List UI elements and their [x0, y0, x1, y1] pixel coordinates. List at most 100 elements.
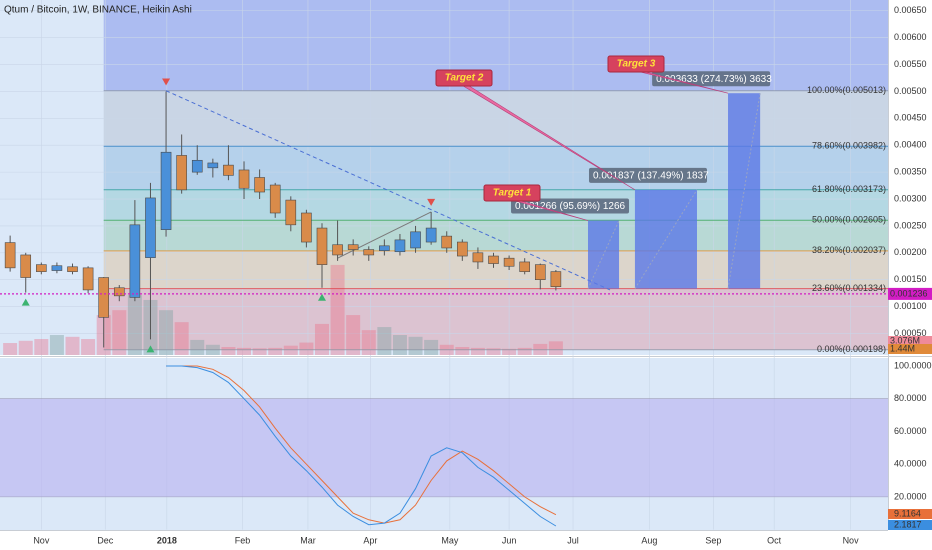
oscillator-value-label: 2.1817 [894, 519, 922, 529]
x-tick-label: May [441, 535, 459, 545]
signal-marker [21, 298, 30, 306]
target-value-box [588, 167, 707, 183]
fib-zone [103, 288, 888, 350]
volume-bar [18, 340, 33, 355]
y-tick-label: 100.0000 [894, 360, 932, 370]
y-tick-label: 0.00400 [894, 140, 927, 150]
y-tick-label: 0.00250 [894, 220, 927, 230]
candle-body [238, 169, 250, 189]
volume-bar [49, 335, 64, 355]
candle-body [457, 241, 468, 257]
target-callout-box [483, 184, 541, 202]
volume-bar [3, 343, 18, 355]
candle-body [67, 266, 78, 272]
volume-bar [283, 345, 298, 355]
y-tick-label: 0.00150 [894, 274, 927, 284]
oscillator-line [166, 365, 557, 524]
x-tick-label: Feb [235, 535, 251, 545]
target-callout: Target 2 [445, 73, 484, 84]
candle-body [176, 155, 187, 191]
fib-label: 0.00%(0.000198) [817, 344, 886, 354]
volume-bar [190, 339, 205, 355]
signal-marker [427, 198, 436, 206]
y-tick-label: 80.0000 [894, 393, 927, 403]
x-tick-label: Sep [705, 535, 721, 545]
y-tick-label: 0.00350 [894, 166, 927, 176]
volume-bar [486, 348, 501, 355]
candle-body [98, 277, 109, 318]
y-tick-label: 0.00300 [894, 193, 927, 203]
volume-bar [237, 347, 252, 355]
candle-body [223, 164, 234, 176]
target-callout: Target 1 [493, 188, 532, 199]
fib-label: 100.00%(0.005013) [807, 85, 886, 95]
y-tick-label: 0.00200 [894, 247, 927, 257]
volume-bar [268, 347, 283, 355]
volume-bar [408, 336, 423, 355]
candle-body [425, 227, 437, 243]
oscillator-value-box [888, 520, 932, 530]
target-value-label: 0.001266 (95.69%) 1266 [515, 201, 626, 212]
x-tick-label: Nov [843, 535, 860, 545]
candle-body [347, 244, 359, 250]
candle-body [285, 199, 297, 226]
target-diagonal [634, 189, 698, 289]
candle-body [254, 177, 265, 193]
candle-body [363, 249, 375, 256]
volume-bar [377, 327, 392, 355]
target-value-label: 0.001837 (137.49%) 1837 [593, 170, 709, 181]
volume-bar [392, 335, 407, 355]
candle-body [145, 197, 156, 258]
chart-title: Qtum / Bitcoin, 1W, BINANCE, Heikin Ashi [4, 5, 192, 16]
signal-marker [317, 293, 326, 301]
signal-marker [162, 78, 171, 86]
candle-body [534, 264, 546, 280]
candle-body [379, 245, 390, 251]
x-tick-label: 2018 [157, 535, 177, 545]
candle-body [503, 257, 515, 267]
x-tick-label: Aug [641, 535, 657, 545]
price-line-box [888, 287, 932, 300]
candle-body [301, 212, 312, 243]
price-line-label: 0.001236 [890, 288, 928, 298]
candle-body [472, 252, 484, 263]
oscillator-band [0, 398, 888, 497]
x-tick-label: Oct [767, 535, 782, 545]
volume-bar [174, 322, 189, 355]
volume-bar [455, 347, 470, 355]
candle-body [20, 254, 32, 278]
oscillator-value-box [888, 509, 932, 519]
fib-label: 50.00%(0.002605) [812, 215, 886, 225]
candle-body [207, 162, 219, 169]
volume-bar [470, 347, 485, 355]
volume-bar [221, 347, 236, 355]
fib-label: 78.60%(0.003982) [812, 141, 886, 151]
y-tick-label: 0.00600 [894, 32, 927, 42]
candle-body [332, 244, 343, 256]
candle-body [519, 261, 530, 272]
volume-bar [361, 330, 376, 355]
y-tick-label: 20.0000 [894, 491, 927, 501]
candle-body [191, 159, 203, 173]
volume-bar [81, 339, 96, 355]
candle-body [488, 255, 499, 264]
x-tick-label: Jul [567, 535, 579, 545]
y-tick-label: 60.0000 [894, 426, 927, 436]
oscillator-line [166, 365, 557, 527]
candle-body [129, 224, 141, 298]
volume-bar [548, 341, 563, 355]
candle-body [269, 184, 281, 214]
candle-body [550, 271, 562, 287]
candle-body [394, 239, 406, 253]
volume-bar [299, 342, 314, 355]
fib-label: 61.80%(0.003173) [812, 184, 886, 194]
y-tick-label: 0.00100 [894, 301, 927, 311]
target-callout-box [607, 55, 665, 73]
x-tick-label: Jun [502, 535, 517, 545]
volume-bar [127, 295, 142, 355]
volume-bar [517, 347, 532, 355]
candle-body [113, 287, 125, 297]
fib-label: 23.60%(0.001334) [812, 283, 886, 293]
x-tick-label: Nov [33, 535, 50, 545]
